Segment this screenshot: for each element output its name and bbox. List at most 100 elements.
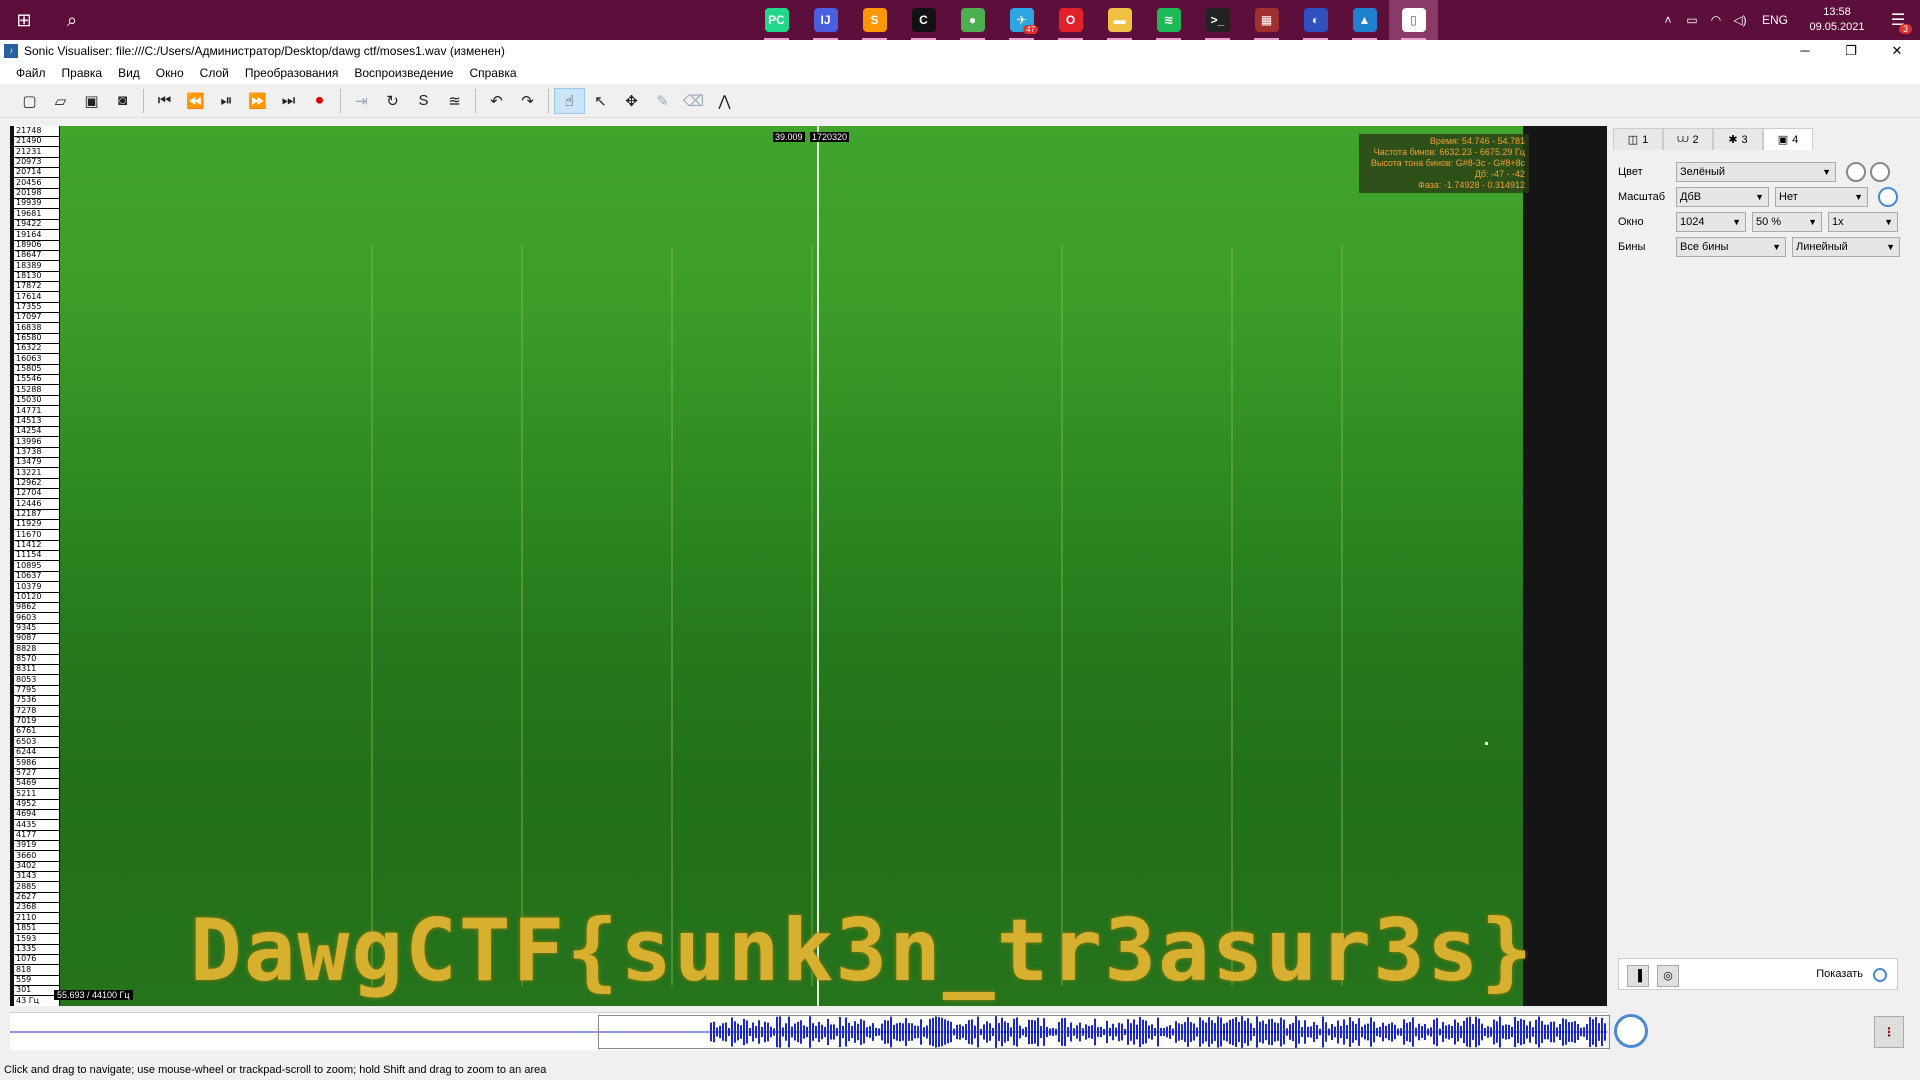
waveform-sample <box>731 1017 733 1047</box>
waveform-sample <box>905 1018 907 1046</box>
erase-tool-icon[interactable]: ⌫ <box>682 92 705 110</box>
frequency-tick-label: 7278 <box>14 706 59 717</box>
menu-item-0[interactable]: Файл <box>16 66 46 80</box>
color-gain-dial[interactable] <box>1870 162 1890 182</box>
pane-options-icon[interactable]: ⋮ <box>1874 1016 1904 1048</box>
waveform-sample <box>812 1023 814 1041</box>
opera-icon: O <box>1058 8 1083 32</box>
taskbar-app-photos[interactable]: ▲ <box>1340 0 1389 40</box>
layer-play-icon[interactable]: ◎ <box>1657 965 1679 987</box>
show-toggle[interactable] <box>1873 968 1887 982</box>
close-button[interactable]: ✕ <box>1891 43 1903 58</box>
waveform-sample <box>1544 1024 1546 1040</box>
taskbar-app-c-app[interactable]: C <box>899 0 948 40</box>
scale-select[interactable]: ДбВ ▼ <box>1676 187 1769 207</box>
menu-item-2[interactable]: Вид <box>118 66 140 80</box>
frequency-tick-label: 5469 <box>14 778 59 790</box>
open-folder-icon[interactable]: ▱ <box>54 92 67 110</box>
frequency-scale-select[interactable]: Линейный ▼ <box>1792 237 1900 257</box>
menu-item-7[interactable]: Справка <box>469 66 517 80</box>
record-icon[interactable]: ⏺ <box>315 92 324 109</box>
waveform-sample <box>1364 1024 1366 1040</box>
frequency-tick-label: 11412 <box>14 540 59 552</box>
menu-item-3[interactable]: Окно <box>155 66 184 80</box>
playback-cursor[interactable] <box>817 126 819 1006</box>
rewind-icon[interactable]: ⏪ <box>186 92 205 110</box>
gain-dial[interactable] <box>1878 187 1898 207</box>
draw-tool-icon[interactable]: ✎ <box>656 92 669 110</box>
clock[interactable]: 13:58 09.05.2021 <box>1798 5 1876 35</box>
layer-tab-1[interactable]: ◫ 1 <box>1613 128 1663 150</box>
battery-icon[interactable]: ▭ <box>1686 13 1698 27</box>
fast-forward-icon[interactable]: ⏩ <box>248 92 267 110</box>
new-file-icon[interactable]: ▢ <box>22 92 37 110</box>
windows-start-icon[interactable]: ⊞ <box>16 9 32 30</box>
window-size-select[interactable]: 1024 ▼ <box>1676 212 1746 232</box>
undo-icon[interactable]: ↶ <box>490 92 503 110</box>
volume-icon[interactable]: ◁) <box>1733 13 1747 27</box>
menu-item-4[interactable]: Слой <box>199 66 229 80</box>
notifications-icon[interactable]: ☰ 3 <box>1876 10 1920 34</box>
window-overlap-select[interactable]: 50 % ▼ <box>1752 212 1822 232</box>
forward-end-icon[interactable]: ⏭ <box>281 92 296 109</box>
taskbar-app-telegram[interactable]: ✈ 47 <box>997 0 1046 40</box>
speed-icon[interactable]: ≊ <box>448 92 461 110</box>
color-rotation-dial[interactable] <box>1846 162 1866 182</box>
waveform-overview[interactable] <box>10 1012 1610 1050</box>
frequency-tick-label: 21231 <box>14 147 59 158</box>
layer-tab-3[interactable]: ✱ 3 <box>1713 128 1763 150</box>
frequency-scale: 21748 21490 21231 20973 20714 20456 20198 19939… <box>14 126 60 1006</box>
select-tool-icon[interactable]: ↖ <box>594 92 607 110</box>
rewind-start-icon[interactable]: ⏮ <box>157 92 172 109</box>
taskbar-app-opera[interactable]: O <box>1046 0 1095 40</box>
frequency-tick-label: 2368 <box>14 902 59 914</box>
menu-item-6[interactable]: Воспроизведение <box>354 66 454 80</box>
taskbar-app-explorer[interactable]: ▬ <box>1095 0 1144 40</box>
waveform-sample <box>1061 1018 1063 1046</box>
solo-icon[interactable]: S <box>418 92 429 109</box>
loop-icon[interactable]: ↻ <box>386 92 399 110</box>
waveform-sample <box>899 1022 901 1042</box>
bins-select[interactable]: Все бины ▼ <box>1676 237 1786 257</box>
navigate-tool-icon[interactable]: ☝ <box>554 87 585 114</box>
taskbar-app-pycharm[interactable]: PC <box>752 0 801 40</box>
menu-item-1[interactable]: Правка <box>61 66 103 80</box>
waveform-sample <box>989 1023 991 1041</box>
waveform-sample <box>764 1021 766 1043</box>
waveform-sample <box>1286 1028 1288 1036</box>
spectrogram[interactable] <box>51 126 1523 1006</box>
chevron-up-icon[interactable]: ˄ <box>1664 13 1672 27</box>
layer-tab-4[interactable]: ▣ 4 <box>1763 128 1813 150</box>
taskbar-app-winrar[interactable]: ▦ <box>1242 0 1291 40</box>
oversampling-select[interactable]: 1x ▼ <box>1828 212 1898 232</box>
running-indicator <box>1156 38 1181 40</box>
language-indicator[interactable]: ENG <box>1761 13 1788 27</box>
redo-icon[interactable]: ↷ <box>521 92 534 110</box>
normalize-select[interactable]: Нет ▼ <box>1775 187 1868 207</box>
taskbar-app-terminal[interactable]: >_ <box>1193 0 1242 40</box>
taskbar-app-spotify[interactable]: ≋ <box>1144 0 1193 40</box>
play-pause-icon[interactable]: ⏯ <box>220 92 233 109</box>
taskbar-app-intellij[interactable]: IJ <box>801 0 850 40</box>
taskbar-app-chrome[interactable]: ● <box>948 0 997 40</box>
taskbar-app-document[interactable]: ▯ <box>1389 0 1438 40</box>
measure-tool-icon[interactable]: ⋀ <box>718 92 731 110</box>
zoom-dial[interactable] <box>1614 1014 1648 1048</box>
save-icon[interactable]: ▣ <box>84 92 99 110</box>
save-session-icon[interactable]: ◙ <box>117 92 128 109</box>
spectrogram-pane[interactable]: 21748 21490 21231 20973 20714 20456 20198 19939… <box>10 126 1607 1006</box>
menu-item-5[interactable]: Преобразования <box>244 66 339 80</box>
search-icon[interactable]: ⌕ <box>66 9 78 30</box>
overview-view-window[interactable] <box>598 1015 1610 1049</box>
taskbar-app-app-round[interactable]: ◐ <box>1291 0 1340 40</box>
restore-button[interactable]: ❐ <box>1845 43 1857 58</box>
layer-color-icon[interactable]: ▐ <box>1627 965 1649 987</box>
color-select[interactable]: Зелёный ▼ <box>1676 162 1836 182</box>
frequency-tick-label: 21748 <box>14 126 59 137</box>
move-tool-icon[interactable]: ✥ <box>625 92 638 110</box>
play-selection-icon[interactable]: ⇥ <box>355 92 368 110</box>
layer-tab-2[interactable]: ⩊ 2 <box>1663 128 1713 150</box>
wifi-icon[interactable]: ◠ <box>1710 13 1722 27</box>
minimize-button[interactable]: ─ <box>1800 43 1810 58</box>
taskbar-app-sublime[interactable]: S <box>850 0 899 40</box>
